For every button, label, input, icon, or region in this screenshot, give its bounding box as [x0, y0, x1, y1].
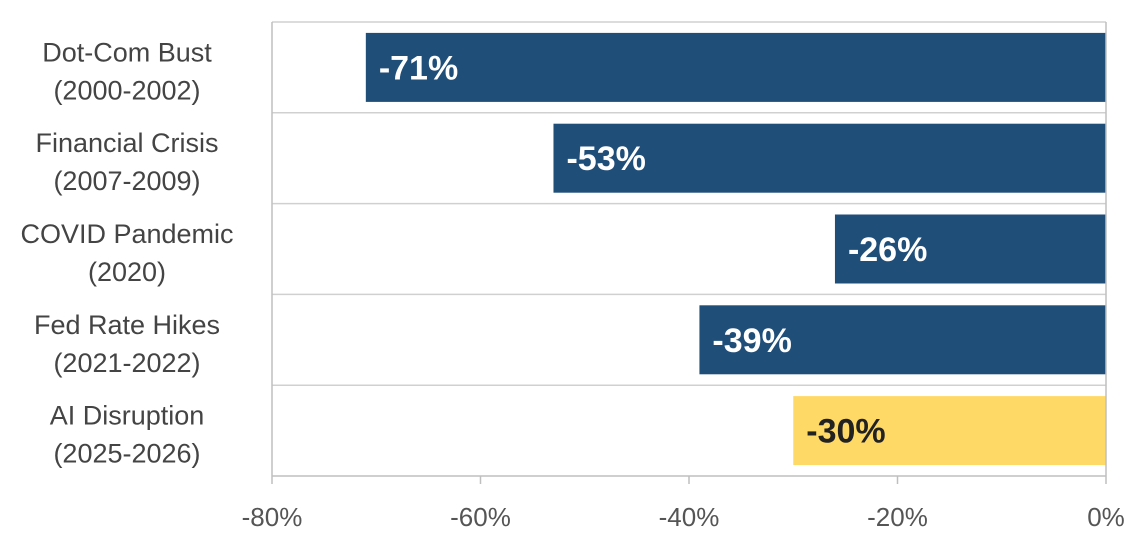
- bar: [365, 32, 1106, 102]
- category-label: Financial Crisis (2007-2009): [35, 128, 218, 196]
- category-label-line: AI Disruption: [50, 401, 205, 431]
- category-label-line: (2025-2026): [53, 439, 200, 469]
- category-label: Dot-Com Bust (2000-2002): [42, 37, 212, 105]
- category-label-line: (2020): [88, 257, 166, 287]
- category-label-line: Fed Rate Hikes: [34, 310, 220, 340]
- category-label-line: (2000-2002): [53, 75, 200, 105]
- x-tick-label: 0%: [1087, 502, 1125, 532]
- category-labels: Dot-Com Bust (2000-2002) Financial Crisis (…: [20, 37, 233, 468]
- bar-data-label: -71%: [379, 49, 458, 87]
- bar-data-label: -53%: [566, 140, 645, 178]
- category-label: COVID Pandemic (2020): [20, 219, 233, 287]
- bar-data-label: -30%: [806, 413, 885, 451]
- bar-data-label: -26%: [848, 231, 927, 269]
- grid-layer: [272, 21, 1106, 386]
- category-label-line: Dot-Com Bust: [42, 37, 212, 67]
- category-label-line: COVID Pandemic: [20, 219, 233, 249]
- category-label-line: Financial Crisis: [35, 128, 218, 158]
- x-tick-label: -60%: [450, 502, 511, 532]
- x-tick-label: -20%: [867, 502, 928, 532]
- bar: [553, 123, 1106, 193]
- bar-layer: -71% -53% -26% -39% -30%: [365, 32, 1106, 466]
- category-label: AI Disruption (2025-2026): [50, 401, 205, 469]
- category-label: Fed Rate Hikes (2021-2022): [34, 310, 220, 378]
- bar-data-label: -39%: [712, 322, 791, 360]
- bar: [793, 396, 1106, 466]
- axis-layer: [271, 22, 1107, 484]
- x-tick-labels: -80% -60% -40% -20% 0%: [242, 502, 1125, 532]
- x-tick-label: -80%: [242, 502, 303, 532]
- bar: [834, 214, 1106, 284]
- x-tick-label: -40%: [659, 502, 720, 532]
- category-label-line: (2007-2009): [53, 166, 200, 196]
- category-label-line: (2021-2022): [53, 348, 200, 378]
- bar: [699, 305, 1106, 375]
